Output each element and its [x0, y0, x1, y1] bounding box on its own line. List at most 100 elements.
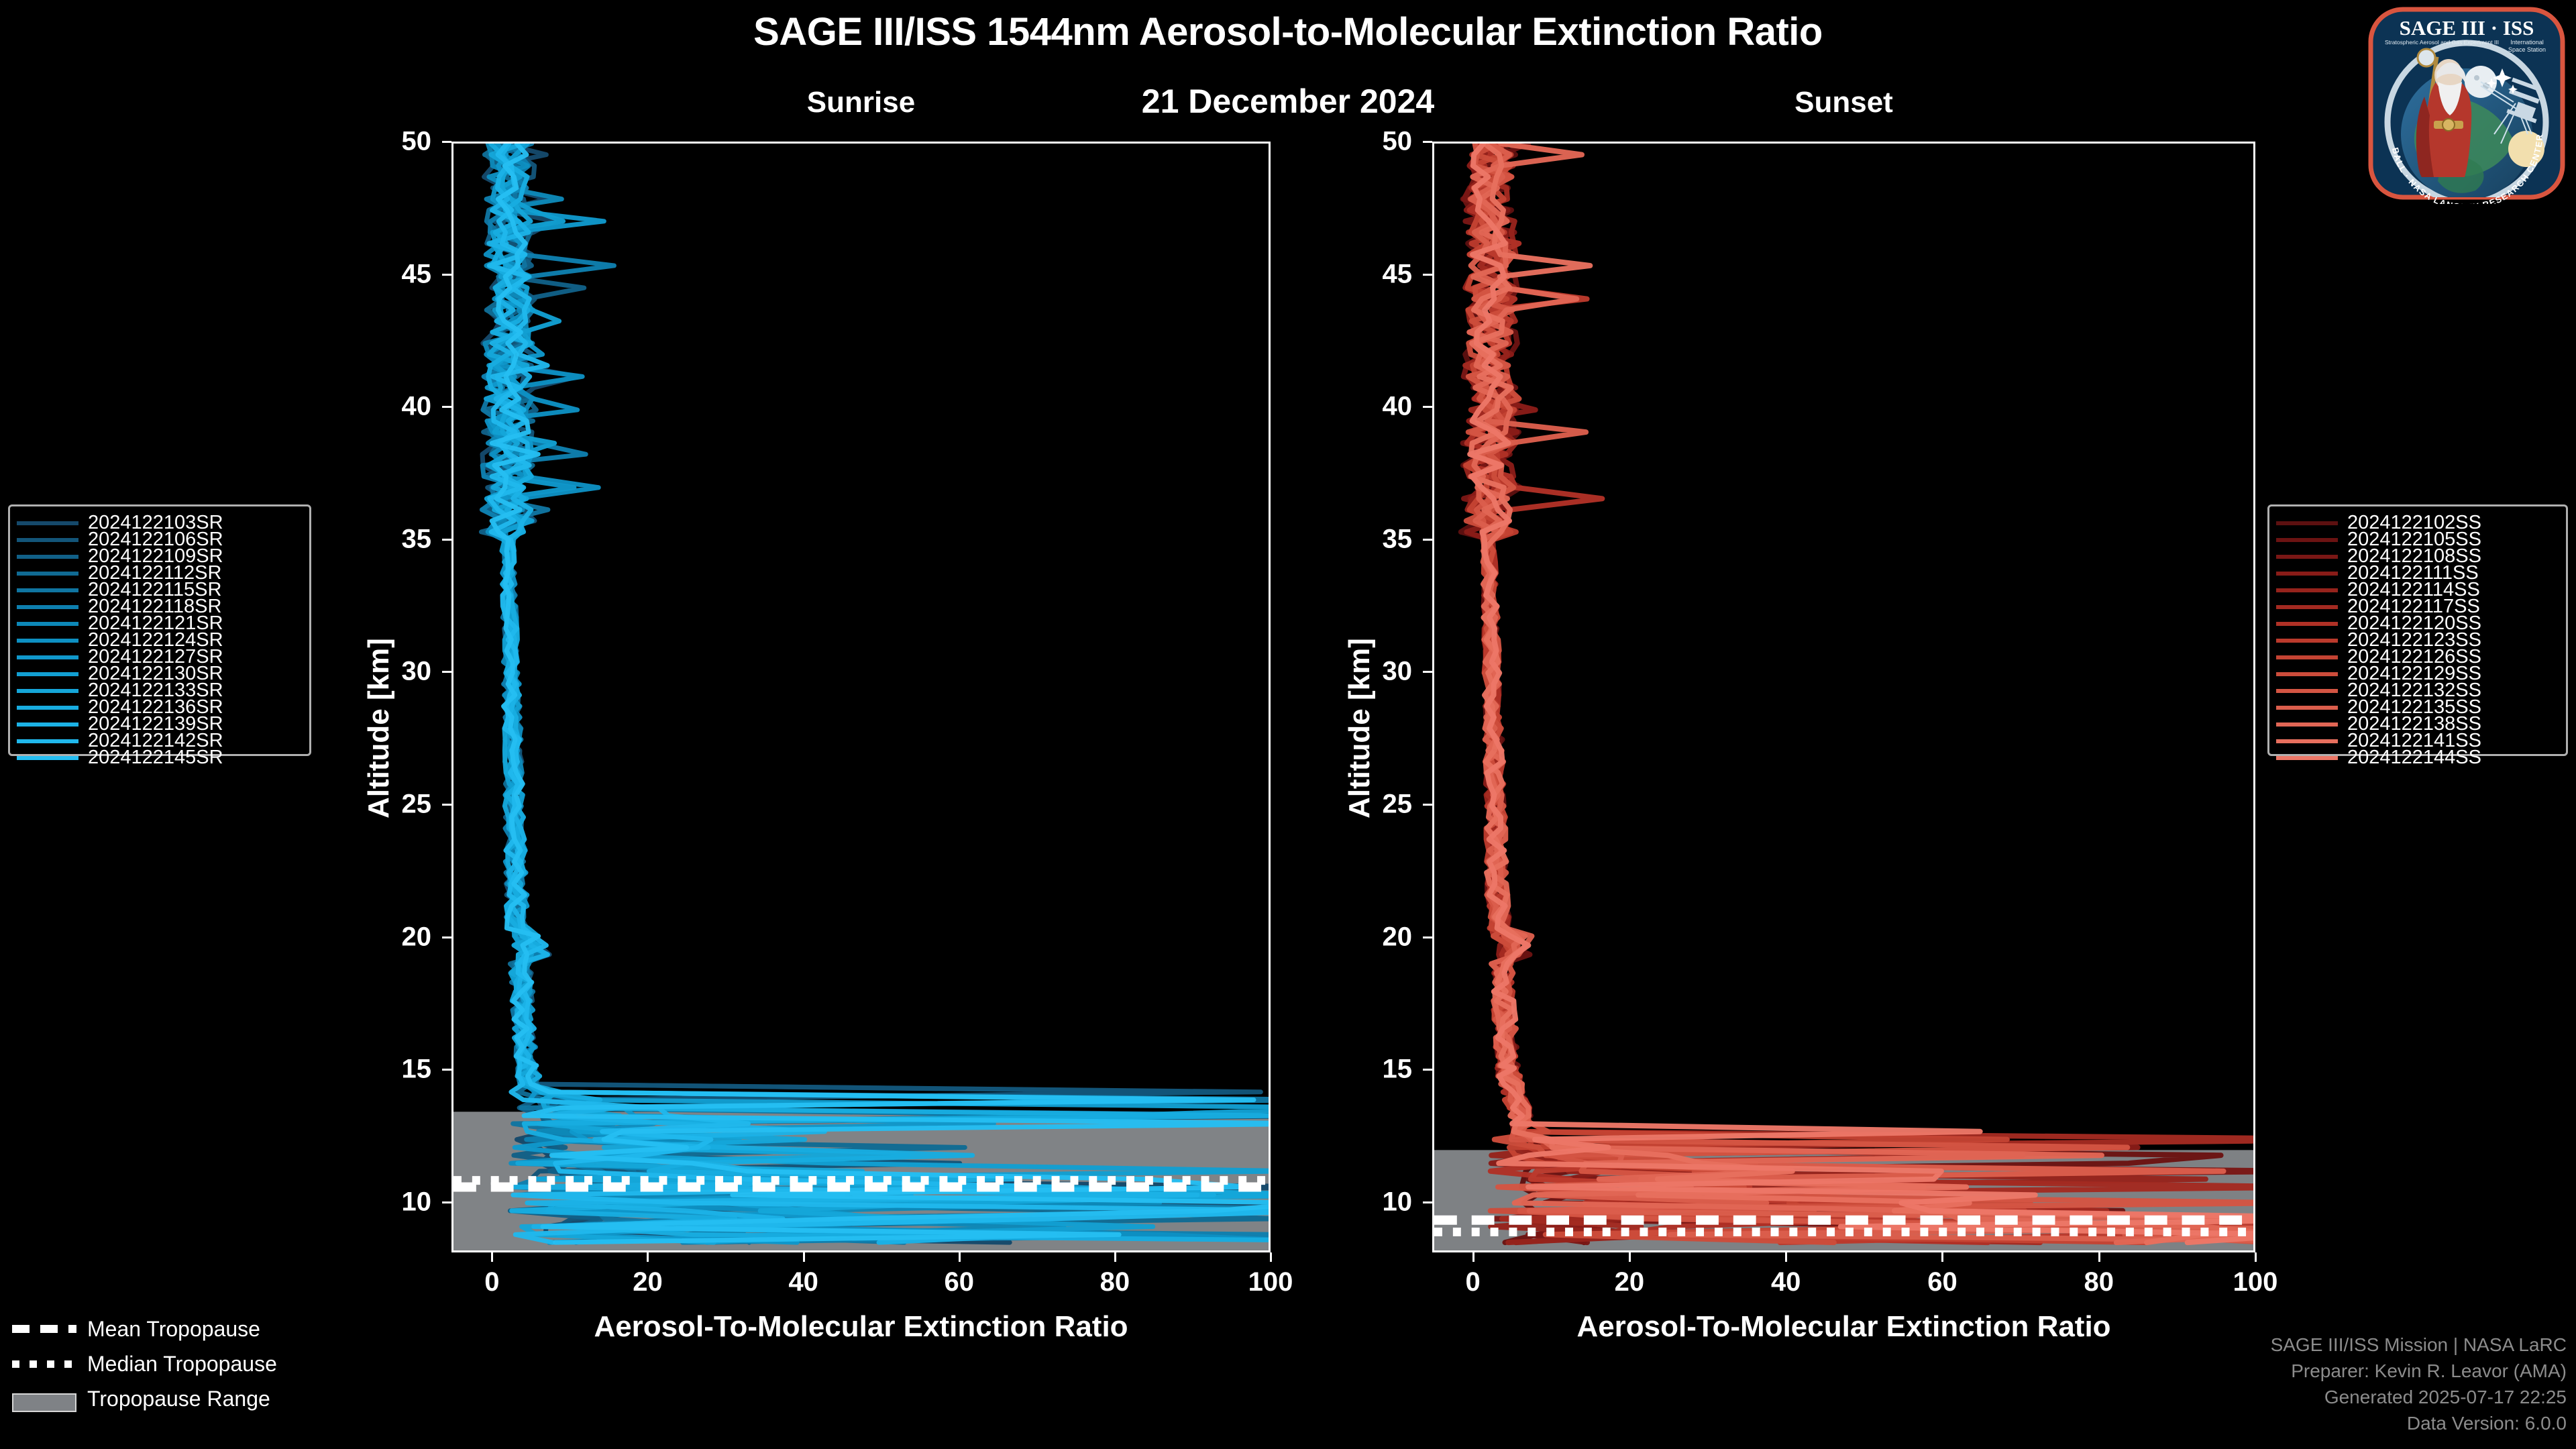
legend-color-swatch — [17, 655, 78, 659]
y-tick-mark — [442, 671, 451, 674]
y-tick-mark — [442, 141, 451, 143]
profile-line — [1468, 144, 2253, 1246]
legend-item[interactable]: 2024122115SR — [17, 579, 303, 600]
x-tick-mark — [1785, 1252, 1788, 1262]
y-tick-mark — [442, 1069, 451, 1071]
profile-line — [486, 144, 1204, 1245]
legend-label: 2024122142SR — [88, 730, 223, 751]
legend-item[interactable]: 2024122114SS — [2276, 579, 2559, 600]
legend-item[interactable]: 2024122102SS — [2276, 512, 2559, 533]
y-tick-label: 40 — [401, 391, 432, 421]
profile-line — [479, 144, 1269, 1245]
legend-label: 2024122145SR — [88, 747, 223, 768]
legend-color-swatch — [17, 621, 78, 626]
legend-item[interactable]: 2024122139SR — [17, 713, 303, 735]
y-tick-label: 50 — [401, 126, 432, 156]
legend-label: 2024122102SS — [2347, 512, 2481, 533]
legend-item[interactable]: 2024122106SR — [17, 529, 303, 550]
legend-color-swatch — [17, 537, 78, 542]
legend-color-swatch — [2276, 755, 2338, 760]
legend-item[interactable]: 2024122145SR — [17, 747, 303, 768]
x-tick-label: 80 — [1099, 1267, 1130, 1297]
profile-line — [484, 144, 1019, 1245]
figure-title: SAGE III/ISS 1544nm Aerosol-to-Molecular… — [753, 10, 1823, 54]
legend-item[interactable]: 2024122138SS — [2276, 713, 2559, 735]
legend-sunset[interactable]: 2024122102SS 2024122105SS 2024122108SS 2024… — [2267, 504, 2568, 768]
legend-label: 2024122108SS — [2347, 545, 2481, 567]
legend-item[interactable]: 2024122121SR — [17, 612, 303, 634]
legend-item[interactable]: 2024122111SS — [2276, 562, 2559, 584]
legend-item[interactable]: 2024122135SS — [2276, 696, 2559, 718]
legend-label: 2024122130SR — [88, 663, 223, 684]
x-tick-label: 60 — [1927, 1267, 1957, 1297]
x-tick-label: 60 — [944, 1267, 974, 1297]
y-tick-label: 25 — [1382, 789, 1413, 819]
legend-sunrise[interactable]: 2024122103SR 2024122106SR 2024122109SR 2024… — [8, 504, 311, 768]
legend-color-swatch — [17, 672, 78, 676]
y-tick-label: 45 — [401, 259, 432, 289]
legend-item[interactable]: 2024122144SS — [2276, 747, 2559, 768]
legend-item[interactable]: 2024122118SR — [17, 596, 303, 617]
legend-item[interactable]: 2024122120SS — [2276, 612, 2559, 634]
legend-item[interactable]: 2024122112SR — [17, 562, 303, 584]
x-tick-label: 20 — [1614, 1267, 1645, 1297]
legend-item[interactable]: 2024122141SS — [2276, 730, 2559, 751]
y-tick-mark — [1423, 804, 1432, 806]
legend-color-swatch — [2276, 571, 2338, 576]
legend-item[interactable]: 2024122127SR — [17, 646, 303, 667]
legend-item[interactable]: 2024122142SR — [17, 730, 303, 751]
legend-item[interactable]: 2024122129SS — [2276, 663, 2559, 684]
legend-item[interactable]: 2024122105SS — [2276, 529, 2559, 550]
legend-color-swatch — [17, 722, 78, 727]
y-tick-label: 20 — [1382, 922, 1413, 952]
legend-color-swatch — [17, 739, 78, 743]
profile-line — [482, 144, 1163, 1245]
legend-label-tropopause-range: Tropopause Range — [87, 1386, 270, 1411]
x-tick-label: 80 — [2084, 1267, 2114, 1297]
legend-color-swatch — [2276, 705, 2338, 710]
legend-item[interactable]: 2024122103SR — [17, 512, 303, 533]
x-axis-label-sunrise: Aerosol-To-Molecular Extinction Ratio — [594, 1310, 1128, 1343]
legend-item[interactable]: 2024122126SS — [2276, 646, 2559, 667]
legend-item[interactable]: 2024122123SS — [2276, 629, 2559, 651]
x-tick-mark — [1270, 1252, 1272, 1262]
legend-item[interactable]: 2024122109SR — [17, 545, 303, 567]
credits-data-version: Data Version: 6.0.0 — [2406, 1413, 2567, 1434]
legend-color-swatch — [2276, 588, 2338, 592]
x-tick-label: 0 — [1465, 1267, 1481, 1297]
y-tick-mark — [1423, 141, 1432, 143]
panel-title-sunrise: Sunrise — [806, 86, 916, 119]
profile-line — [1468, 144, 2253, 1246]
profile-line — [483, 144, 1269, 1245]
legend-item[interactable]: 2024122108SS — [2276, 545, 2559, 567]
y-tick-mark — [1423, 936, 1432, 938]
legend-label: 2024122124SR — [88, 629, 223, 651]
legend-color-swatch — [2276, 672, 2338, 676]
legend-label: 2024122120SS — [2347, 612, 2481, 634]
legend-item[interactable]: 2024122117SS — [2276, 596, 2559, 617]
figure-date-subtitle: 21 December 2024 — [1141, 83, 1435, 120]
legend-label: 2024122126SS — [2347, 646, 2481, 667]
legend-color-swatch — [17, 604, 78, 609]
legend-color-swatch — [2276, 521, 2338, 525]
profile-line — [1460, 144, 2224, 1246]
profile-line — [489, 144, 1269, 1245]
legend-item[interactable]: 2024122136SR — [17, 696, 303, 718]
y-tick-label: 35 — [1382, 524, 1413, 554]
legend-color-swatch — [17, 571, 78, 576]
dashed-line-icon — [12, 1324, 76, 1334]
legend-item[interactable]: 2024122132SS — [2276, 680, 2559, 701]
legend-item[interactable]: 2024122124SR — [17, 629, 303, 651]
x-tick-mark — [1941, 1252, 1944, 1262]
profile-line — [1466, 144, 2253, 1246]
legend-label: 2024122117SS — [2347, 596, 2480, 617]
profile-line — [1462, 144, 2208, 1246]
y-tick-label: 25 — [401, 789, 432, 819]
legend-item[interactable]: 2024122133SR — [17, 680, 303, 701]
y-tick-label: 30 — [1382, 656, 1413, 686]
legend-label: 2024122141SS — [2347, 730, 2481, 751]
x-tick-mark — [1628, 1252, 1631, 1262]
legend-label: 2024122118SR — [88, 596, 222, 617]
legend-label: 2024122127SR — [88, 646, 223, 667]
legend-item[interactable]: 2024122130SR — [17, 663, 303, 684]
